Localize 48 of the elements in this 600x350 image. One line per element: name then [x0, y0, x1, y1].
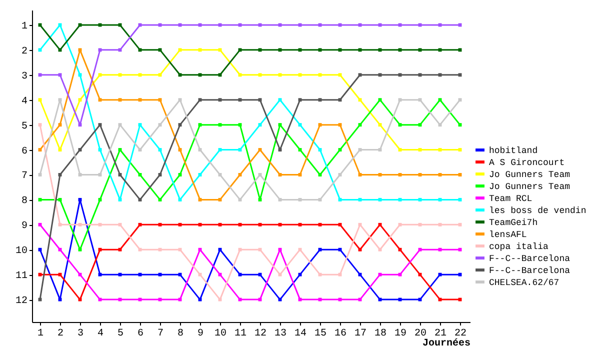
- x-tick-label: 20: [414, 328, 427, 340]
- x-tick-label: 16: [334, 328, 347, 340]
- legend-label: copa italia: [489, 242, 550, 252]
- x-tick-label: 21: [434, 328, 447, 340]
- x-tick-label: 10: [214, 328, 227, 340]
- x-tick-label: 14: [294, 328, 307, 340]
- x-tick-label: 22: [454, 328, 467, 340]
- y-tick-label: 7: [21, 171, 28, 182]
- y-tick-label: 1: [21, 21, 28, 32]
- y-tick-label: 12: [15, 296, 28, 308]
- x-tick-label: 9: [197, 328, 204, 340]
- y-tick-label: 6: [21, 146, 28, 158]
- x-tick-label: 13: [274, 328, 287, 340]
- y-tick-label: 4: [21, 96, 28, 108]
- y-tick-label: 10: [15, 246, 28, 258]
- x-tick-label: 1: [37, 328, 44, 340]
- legend-label: A S Gironcourt: [489, 158, 565, 168]
- legend-label: F--C--Barcelona: [489, 266, 571, 276]
- x-tick-label: 8: [177, 328, 184, 340]
- legend-label: CHELSEA.62/67: [489, 278, 560, 288]
- x-tick-label: 11: [234, 328, 247, 340]
- x-tick-label: 12: [254, 328, 267, 340]
- legend-label: les boss de vendin: [489, 206, 586, 216]
- legend-label: lensAFL: [489, 230, 527, 240]
- x-tick-label: 18: [374, 328, 387, 340]
- y-tick-label: 11: [15, 271, 28, 282]
- legend-label: hobitland: [489, 146, 538, 156]
- legend-label: TeamGei7h: [489, 218, 538, 228]
- legend-label: Jo Gunners Team: [489, 182, 570, 192]
- y-tick-label: 2: [21, 46, 28, 58]
- legend-label: Team RCL: [489, 194, 532, 204]
- legend-label: F--C--Barcelona: [489, 254, 571, 264]
- y-tick-label: 8: [21, 196, 28, 208]
- x-tick-label: 3: [77, 328, 84, 340]
- line-series: [38, 98, 462, 202]
- x-tick-label: 15: [314, 328, 327, 340]
- x-tick-label: 7: [157, 328, 164, 340]
- legend-label: Jo Gunners Team: [489, 170, 570, 180]
- x-tick-label: 6: [137, 328, 144, 340]
- y-tick-label: 5: [21, 121, 28, 132]
- y-tick-label: 9: [21, 221, 28, 232]
- x-axis-title: Journées: [422, 338, 470, 350]
- x-tick-label: 19: [394, 328, 407, 340]
- x-tick-label: 17: [354, 328, 367, 340]
- x-tick-label: 2: [57, 328, 64, 340]
- x-tick-label: 5: [117, 328, 124, 340]
- y-tick-label: 3: [21, 71, 28, 82]
- x-tick-label: 4: [97, 328, 104, 340]
